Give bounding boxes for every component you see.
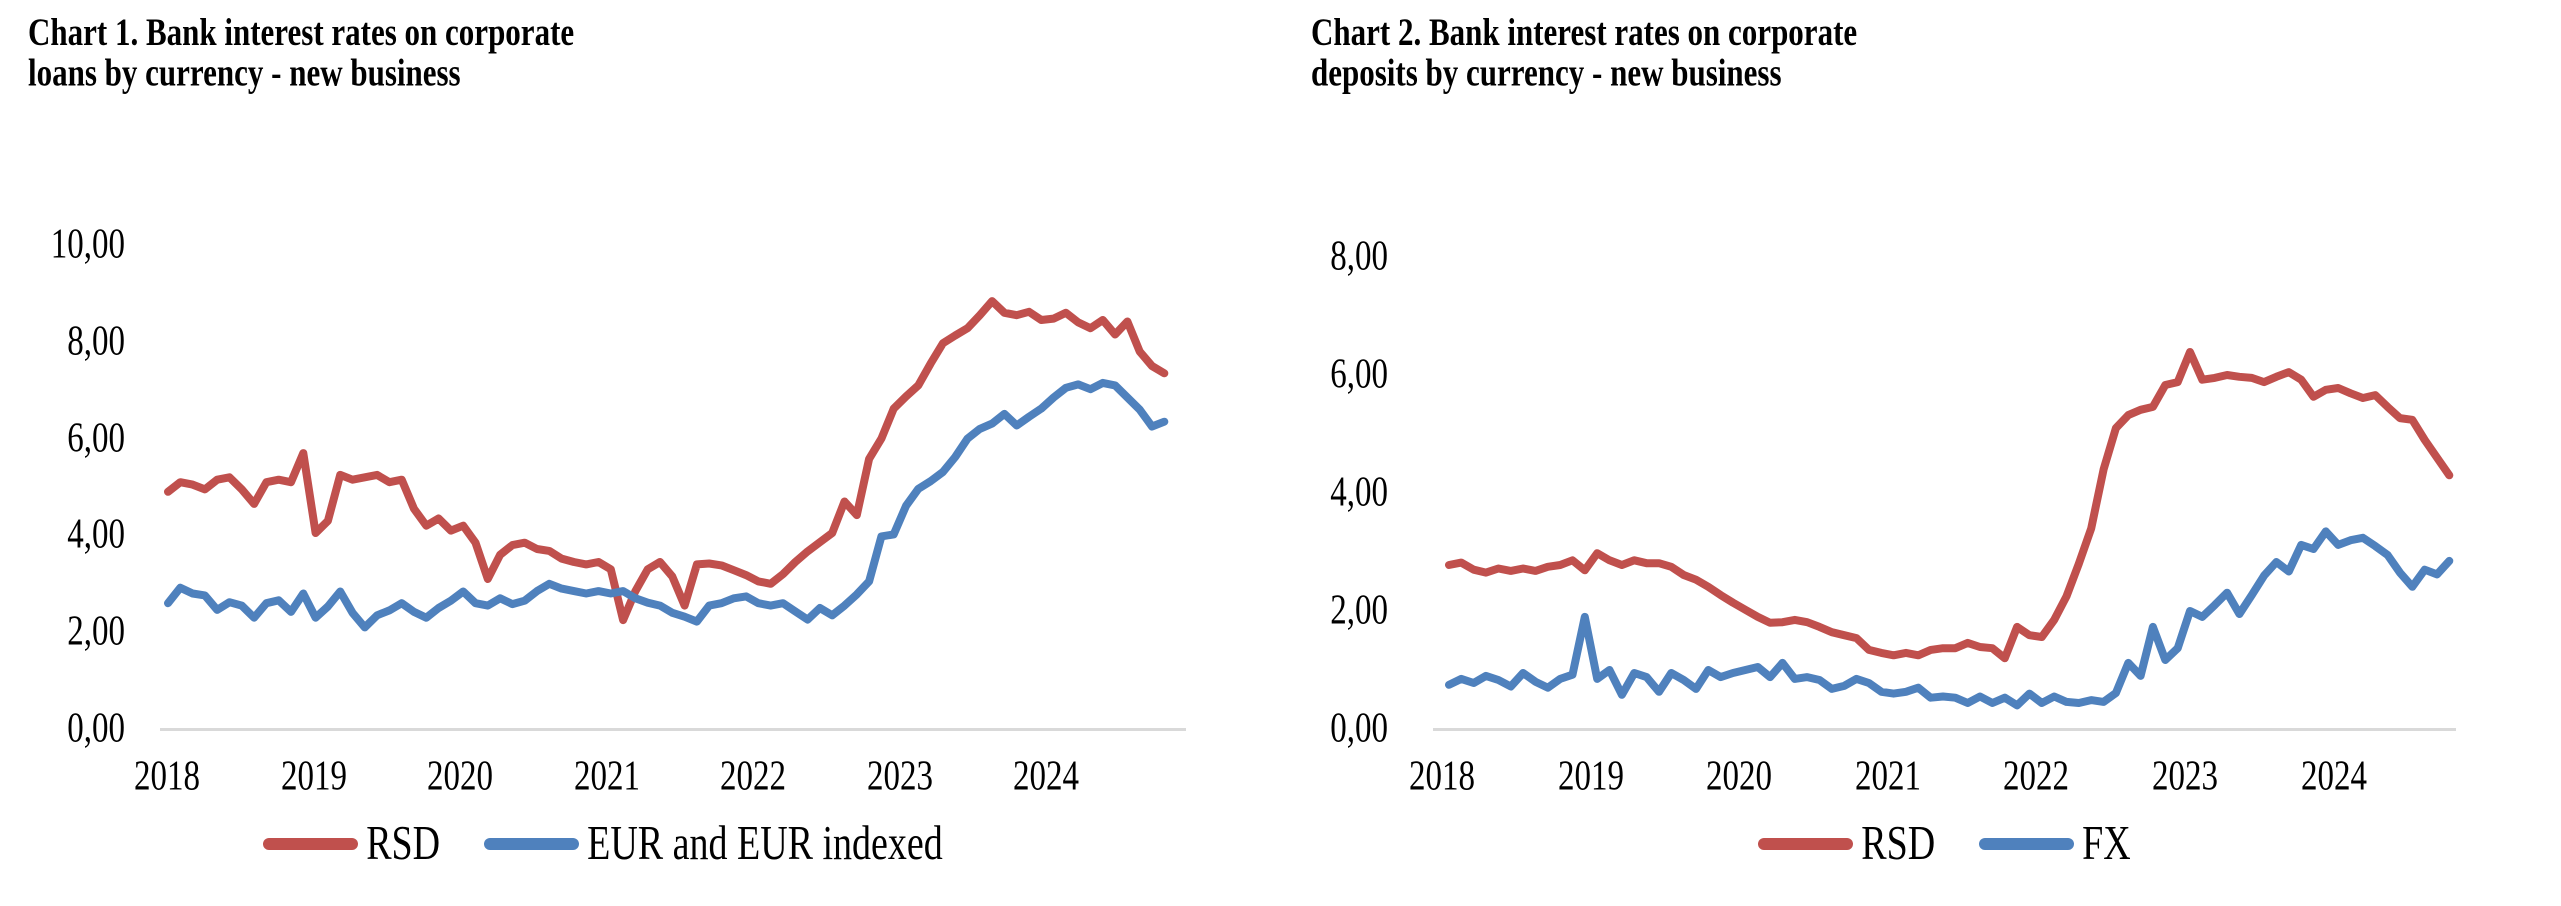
chart1-line-eur	[164, 378, 1169, 632]
chart1-ytick-0: 0,00	[67, 706, 125, 752]
chart2-xtick-2022: 2022	[2003, 754, 2069, 800]
chart2-xtick-2019: 2019	[1558, 754, 1624, 800]
chart1-xtick-2021: 2021	[574, 754, 640, 800]
chart1-ytick-8: 8,00	[67, 319, 125, 365]
chart2-xtick-2023: 2023	[2152, 754, 2218, 800]
chart1-ytick-4: 4,00	[67, 512, 125, 558]
chart2-xtick-2024: 2024	[2301, 754, 2367, 800]
chart1-ytick-6: 6,00	[67, 416, 125, 462]
chart1-title: Chart 1. Bank interest rates on corporat…	[28, 9, 575, 95]
chart1-legend-item-rsd: RSD	[263, 817, 440, 871]
chart2-line-fx	[1445, 527, 2454, 710]
chart2-legend-label-rsd: RSD	[1861, 817, 1936, 871]
chart2-title: Chart 2. Bank interest rates on corporat…	[1311, 9, 1858, 95]
chart2-title-line2: deposits by currency - new business	[1311, 50, 1782, 95]
chart1-ytick-10: 10,00	[50, 222, 125, 268]
chart1-xtick-2023: 2023	[867, 754, 933, 800]
chart2-title-line1: Chart 2. Bank interest rates on corporat…	[1311, 9, 1858, 54]
chart1-legend-swatch-rsd-icon	[263, 838, 359, 850]
chart1-xtick-2019: 2019	[281, 754, 347, 800]
chart1-xtick-2018: 2018	[134, 754, 200, 800]
chart2-ytick-0: 0,00	[1330, 706, 1388, 752]
chart2-xtick-2018: 2018	[1409, 754, 1475, 800]
chart2-legend-swatch-rsd-icon	[1758, 838, 1854, 850]
chart2-ytick-2: 2,00	[1330, 588, 1388, 634]
chart1-xtick-2020: 2020	[427, 754, 493, 800]
chart1-series-group	[164, 297, 1169, 632]
chart1-ytick-2: 2,00	[67, 609, 125, 655]
chart2-ytick-8: 8,00	[1330, 234, 1388, 280]
chart2-xtick-2021: 2021	[1855, 754, 1921, 800]
chart1-legend-label-eur: EUR and EUR indexed	[587, 817, 943, 871]
chart2-line-rsd	[1445, 348, 2454, 663]
chart1-xtick-2022: 2022	[720, 754, 786, 800]
chart2-series-group	[1445, 348, 2454, 710]
chart1-legend-label-rsd: RSD	[366, 817, 441, 871]
chart2-legend-label-fx: FX	[2082, 817, 2131, 871]
chart1-legend-swatch-eur-icon	[484, 838, 580, 850]
chart2-legend-item-fx: FX	[1979, 817, 2131, 871]
chart1-legend-item-eur: EUR and EUR indexed	[484, 817, 943, 871]
chart1-line-rsd	[164, 297, 1169, 625]
chart2-legend-swatch-fx-icon	[1979, 838, 2075, 850]
chart1-title-line1: Chart 1. Bank interest rates on corporat…	[28, 9, 575, 54]
chart1-xtick-2024: 2024	[1013, 754, 1079, 800]
chart2-ytick-6: 6,00	[1330, 352, 1388, 398]
chart2-xtick-2020: 2020	[1706, 754, 1772, 800]
chart1-title-line2: loans by currency - new business	[28, 50, 461, 95]
chart2-legend-item-rsd: RSD	[1758, 817, 1935, 871]
chart2-ytick-4: 4,00	[1330, 470, 1388, 516]
chart1-legend: RSD EUR and EUR indexed	[90, 817, 1116, 871]
chart2-legend: RSD FX	[1433, 817, 2456, 871]
